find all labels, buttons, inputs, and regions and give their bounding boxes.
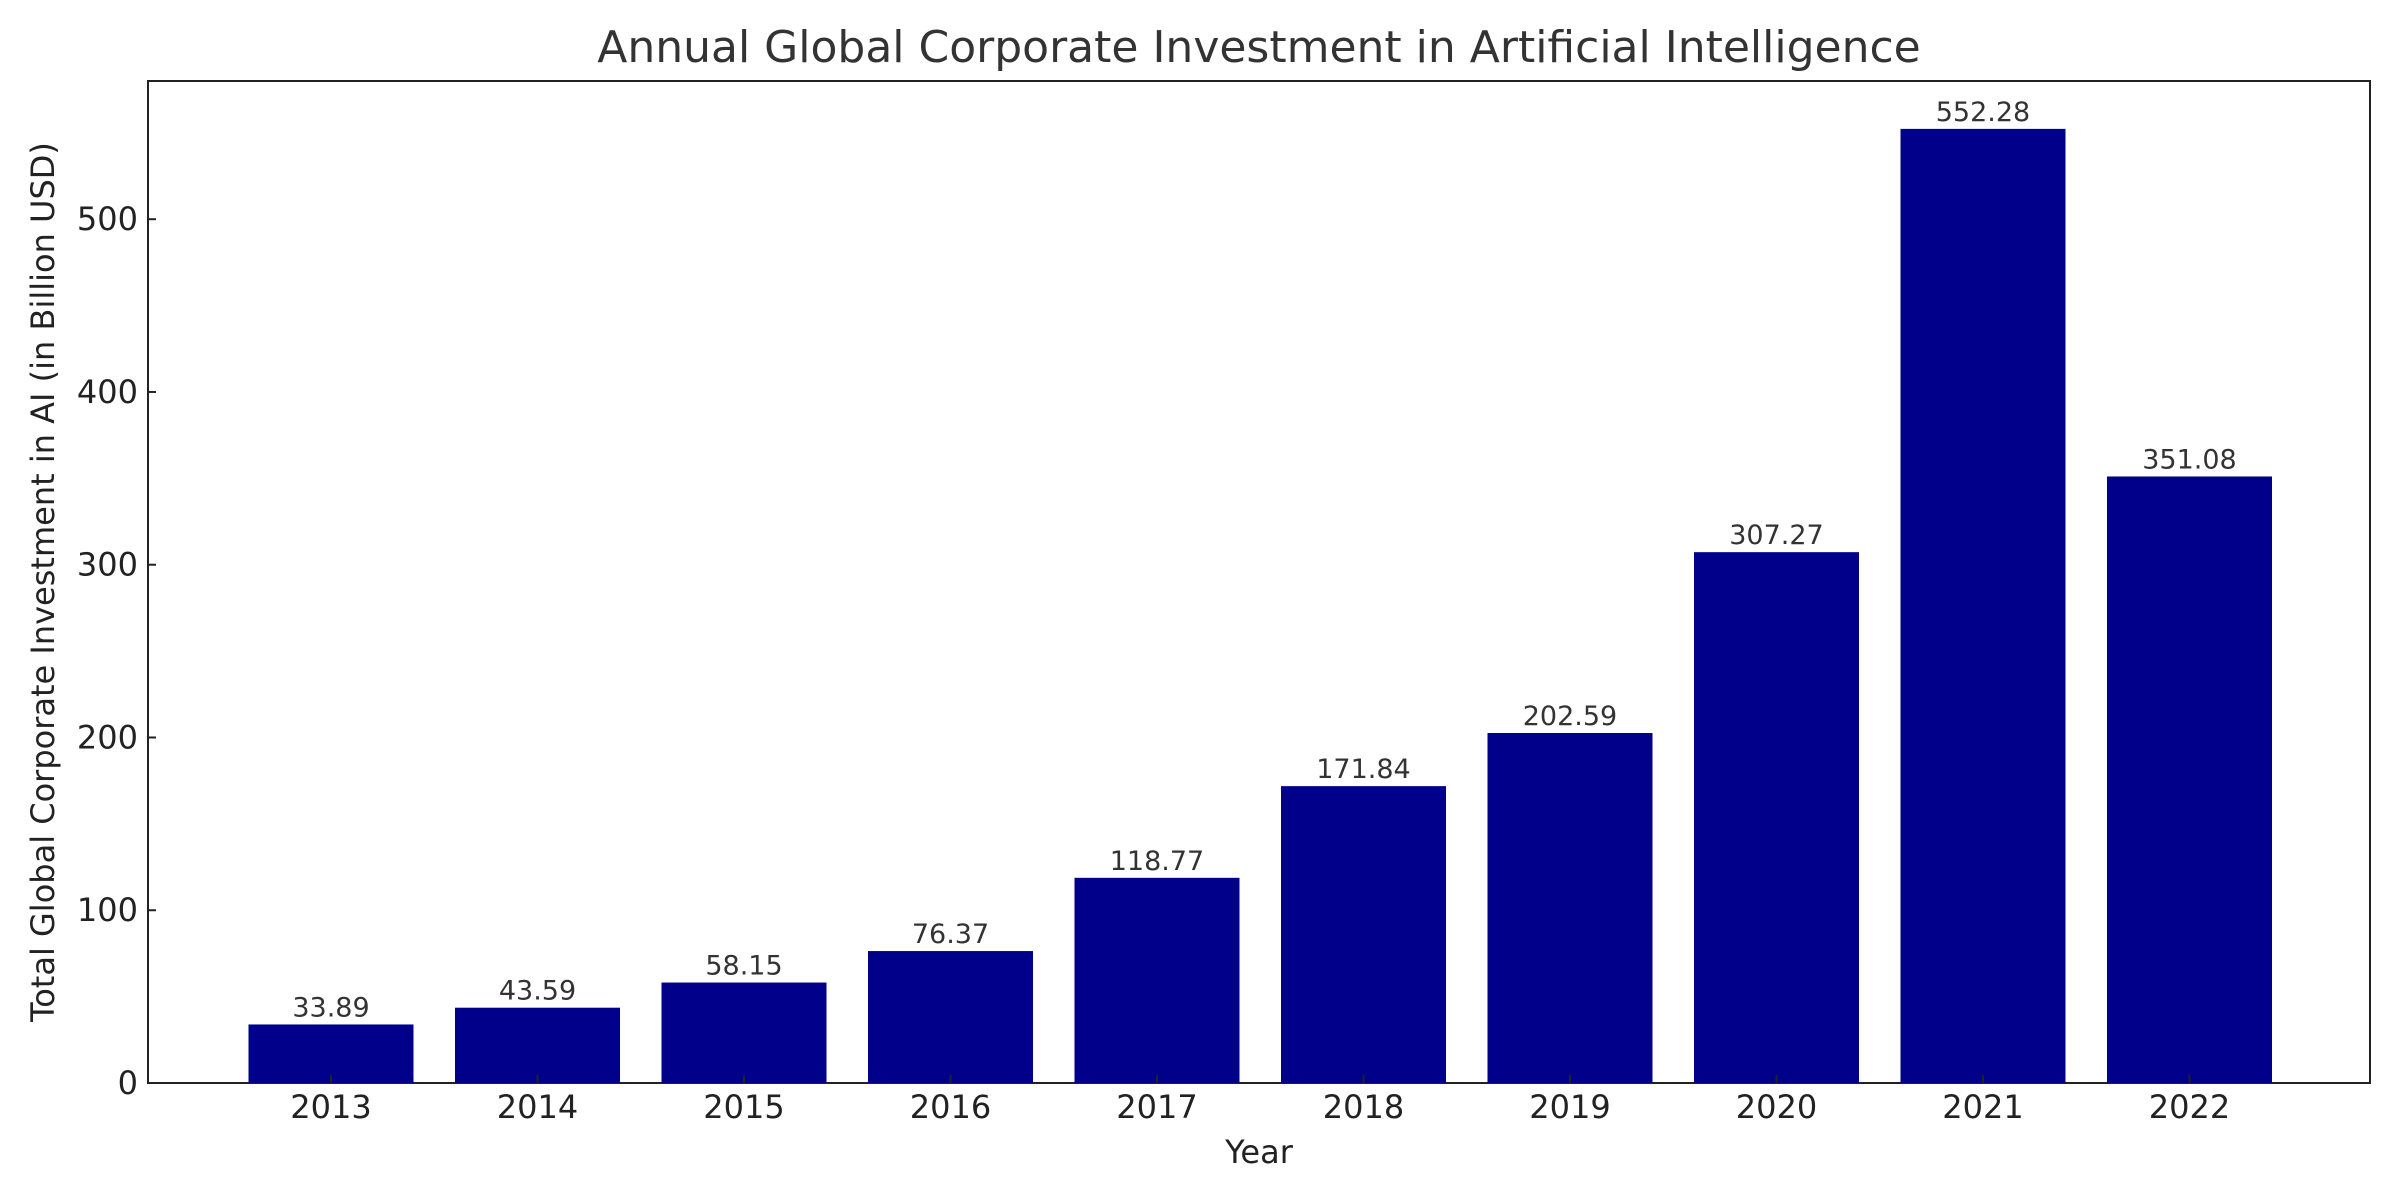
data-label-2014: 43.59 (499, 976, 576, 1007)
x-axis-ticks: 2013 2014 2015 2016 2017 2018 2019 2020 2021 2022 (290, 1075, 2230, 1126)
bar-2015 (661, 982, 827, 1083)
y-tick-label-400: 400 (77, 373, 138, 411)
data-label-2013: 33.89 (292, 992, 369, 1023)
data-label-2021: 552.28 (1936, 97, 2030, 128)
data-label-2019: 202.59 (1523, 701, 1617, 732)
y-tick-label-100: 100 (77, 891, 138, 929)
data-label-2017: 118.77 (1110, 846, 1204, 877)
chart-title: Annual Global Corporate Investment in Ar… (597, 22, 1921, 73)
x-tick-label-2020: 2020 (1736, 1088, 1817, 1126)
y-tick-label-300: 300 (77, 546, 138, 584)
bar-2013 (248, 1024, 414, 1083)
x-tick-label-2021: 2021 (1942, 1088, 2023, 1126)
x-tick-label-2017: 2017 (1116, 1088, 1197, 1126)
x-tick-label-2013: 2013 (290, 1088, 371, 1126)
y-axis-ticks: 0 100 200 300 400 500 (77, 200, 156, 1102)
x-tick-label-2014: 2014 (497, 1088, 578, 1126)
y-tick-label-0: 0 (118, 1064, 138, 1102)
data-label-2020: 307.27 (1729, 520, 1823, 551)
bar-2017 (1074, 877, 1240, 1083)
data-label-2015: 58.15 (705, 951, 782, 982)
y-axis-label: Total Global Corporate Investment in AI … (24, 142, 62, 1023)
bars-group (248, 128, 2272, 1084)
data-label-2022: 351.08 (2142, 444, 2236, 475)
data-label-2016: 76.37 (912, 919, 989, 950)
bar-2018 (1281, 786, 1446, 1083)
x-tick-label-2015: 2015 (703, 1088, 784, 1126)
y-tick-label-200: 200 (77, 718, 138, 756)
x-axis-label: Year (1224, 1133, 1294, 1171)
data-label-2018: 171.84 (1316, 754, 1410, 785)
y-tick-label-500: 500 (77, 200, 138, 238)
bar-2016 (868, 951, 1033, 1083)
x-tick-label-2016: 2016 (910, 1088, 991, 1126)
x-tick-label-2018: 2018 (1323, 1088, 1404, 1126)
bar-2021 (1900, 128, 2066, 1084)
bar-2022 (2107, 476, 2272, 1084)
x-tick-label-2019: 2019 (1529, 1088, 1610, 1126)
bar-2014 (455, 1007, 620, 1083)
plot-frame (147, 80, 2371, 1084)
data-labels-group: 33.89 43.59 58.15 76.37 118.77 171.84 202.59 30… (292, 97, 2236, 1024)
x-tick-label-2022: 2022 (2149, 1088, 2230, 1126)
bar-2019 (1487, 733, 1653, 1083)
bar-2020 (1694, 552, 1859, 1083)
